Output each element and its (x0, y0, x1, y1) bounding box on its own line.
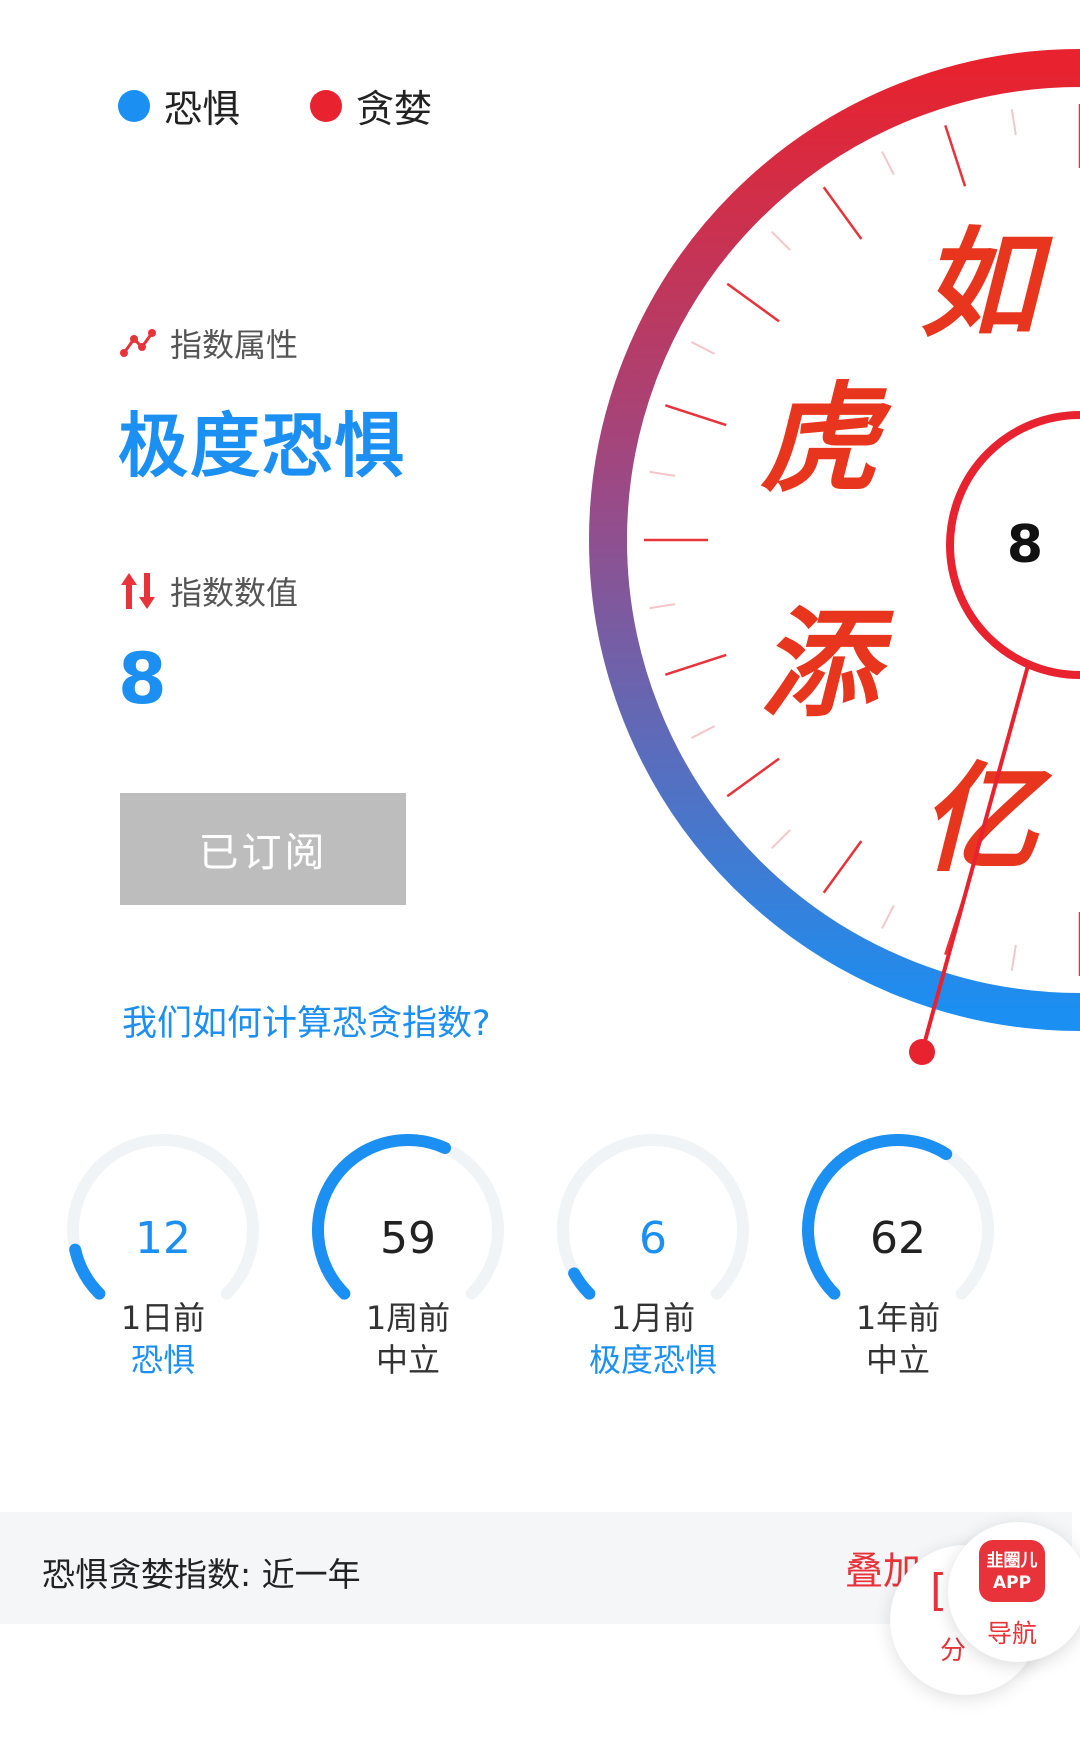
gauge-tick (649, 470, 676, 477)
attribute-section-label: 指数属性 (120, 320, 298, 366)
legend-greed: 贪婪 (310, 78, 432, 133)
gauge-needle (920, 639, 1037, 1053)
history-status-1m: 极度恐惧 (588, 1341, 717, 1379)
gauge-tick (822, 840, 863, 894)
gauge-needle-tip (909, 1039, 935, 1065)
gauge-tick (881, 904, 895, 929)
history-status-1d: 恐惧 (130, 1341, 195, 1379)
bracket-icon: [ (930, 1565, 948, 1616)
gauge-ring (589, 49, 1080, 1031)
history-item-1y[interactable]: 62 1年前 中立 (793, 1125, 1003, 1385)
index-label: 指数数值 (170, 574, 299, 612)
fear-dot (118, 89, 150, 122)
app-logo-icon: 韭圈儿 APP (979, 1540, 1045, 1602)
nav-label: 导航 (986, 1619, 1037, 1648)
attribute-label: 指数属性 (170, 326, 299, 364)
history-item-1w[interactable]: 59 1周前 中立 (303, 1125, 513, 1385)
history-period-1w: 1周前 (365, 1299, 451, 1337)
greed-dot (310, 89, 343, 122)
legend: 恐惧 贪婪 (118, 78, 502, 133)
gauge-tick (649, 603, 676, 610)
index-value: 8 (118, 638, 167, 720)
gauge-tick (726, 757, 780, 798)
history-value-1d: 12 (135, 1213, 191, 1264)
gauge-tick (664, 404, 727, 427)
history-item-1m[interactable]: 6 1月前 极度恐惧 (548, 1125, 758, 1385)
legend-greed-label: 贪婪 (356, 87, 433, 131)
share-float-label: 分 (940, 1636, 967, 1666)
gauge-tick (691, 341, 716, 355)
watermark-char-1: 如 (920, 214, 1053, 353)
history-row: 12 1日前 恐惧 59 1周前 中立 6 1月前 极度恐惧 (0, 1125, 1080, 1385)
gauge-tick (1010, 944, 1017, 971)
gauge-tick (881, 151, 895, 176)
gauge-center-value: 8 (1007, 515, 1043, 575)
gauge-center-circle (946, 411, 1080, 679)
attribute-value: 极度恐惧 (118, 405, 406, 487)
history-value-1y: 62 (870, 1213, 926, 1264)
history-period-1d: 1日前 (120, 1299, 206, 1337)
gauge-tick (822, 186, 863, 240)
history-gauge-1m (557, 1134, 749, 1300)
watermark-char-2: 虎 (760, 369, 892, 508)
app-logo-line2: APP (992, 1573, 1032, 1593)
gauge-tick (691, 725, 716, 739)
gauge-tick (726, 282, 780, 323)
gauge-tick (664, 653, 727, 676)
history-status-1y: 中立 (865, 1341, 930, 1379)
gauge-tick (770, 829, 791, 850)
subscribe-button[interactable]: 已订阅 (120, 793, 406, 905)
gauge-tick (1010, 109, 1017, 136)
history-period-1y: 1年前 (855, 1299, 941, 1337)
gauge-tick (770, 230, 791, 251)
app-nav-float-button[interactable]: 韭圈儿 APP 导航 (948, 1522, 1080, 1662)
how-calculated-link[interactable]: 我们如何计算恐贪指数? (122, 1004, 491, 1044)
chart-section-title: 恐惧贪婪指数: 近一年 (42, 1555, 361, 1594)
up-down-arrows-icon (120, 571, 156, 611)
fear-greed-gauge: 如 虎 添 亿 8 (589, 49, 1080, 1065)
watermark-char-3: 添 (760, 594, 895, 733)
index-section-label: 指数数值 (120, 568, 298, 614)
history-value-1m: 6 (639, 1213, 667, 1264)
history-period-1m: 1月前 (610, 1299, 696, 1337)
legend-fear-label: 恐惧 (164, 87, 241, 131)
trend-nodes-icon (120, 325, 156, 361)
history-item-1d[interactable]: 12 1日前 恐惧 (58, 1125, 268, 1385)
gauge-tick (944, 124, 967, 187)
history-gauge-1d (67, 1134, 259, 1300)
history-status-1w: 中立 (375, 1341, 440, 1379)
history-gauge-1y (802, 1134, 994, 1300)
legend-fear: 恐惧 (118, 78, 240, 133)
app-logo-line1: 韭圈儿 (986, 1551, 1038, 1571)
history-value-1w: 59 (380, 1213, 436, 1264)
history-gauge-1w (311, 1133, 504, 1300)
